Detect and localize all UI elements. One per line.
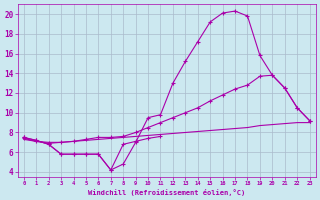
X-axis label: Windchill (Refroidissement éolien,°C): Windchill (Refroidissement éolien,°C) — [88, 189, 245, 196]
